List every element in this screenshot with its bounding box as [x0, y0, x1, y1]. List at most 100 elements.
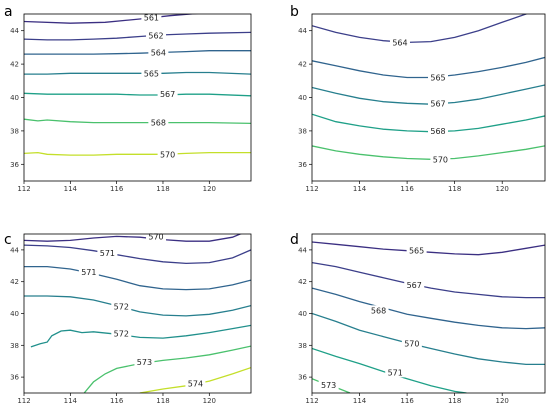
y-tick-label: 44 [10, 246, 19, 254]
contour-line-573 [83, 345, 251, 393]
contour-lines-a [24, 14, 251, 160]
x-tick-label: 112 [17, 397, 30, 405]
contour-label-570: 570 [404, 340, 419, 349]
x-tick-label: 118 [448, 185, 461, 193]
contour-label-564: 564 [392, 38, 407, 47]
contour-label-567: 567 [160, 90, 175, 99]
panel-letter-b: b [290, 4, 299, 20]
y-tick-label: 42 [10, 61, 19, 69]
contour-label-bg [318, 380, 339, 391]
contour-label-567: 567 [407, 281, 422, 290]
x-tick-label: 114 [64, 397, 78, 405]
contour-label-bg [134, 356, 155, 367]
contour-label-570: 570 [160, 150, 175, 159]
contour-label-572: 572 [114, 302, 129, 311]
contour-line-565 [24, 71, 251, 75]
x-tick-label: 112 [305, 185, 318, 193]
y-tick-label: 40 [10, 310, 19, 318]
y-tick-label: 40 [298, 94, 307, 102]
contour-label-568: 568 [371, 306, 386, 315]
contour-label-bg [141, 68, 162, 79]
contour-lines-d [312, 241, 545, 393]
y-tick-label: 36 [10, 161, 19, 169]
contour-label-565: 565 [430, 73, 445, 82]
x-tick-label: 116 [110, 397, 124, 405]
contour-line-572 [30, 324, 251, 348]
contour-line-570 [312, 312, 545, 366]
y-tick-label: 38 [10, 342, 19, 350]
contour-label-565: 565 [144, 69, 159, 78]
x-tick-label: 112 [305, 397, 318, 405]
contour-lines-c [24, 234, 251, 393]
contour-line-571 [24, 244, 251, 265]
contour-label-bg [385, 367, 406, 378]
contour-label-bg [146, 30, 167, 41]
contour-label-bg [406, 245, 427, 256]
x-tick-label: 120 [203, 397, 216, 405]
plot-frame [311, 233, 546, 394]
contour-line-564 [312, 14, 528, 44]
x-tick-label: 120 [203, 185, 216, 193]
contour-label-561: 561 [144, 13, 159, 22]
contour-line-571 [24, 265, 251, 291]
plot-frame [311, 13, 546, 182]
y-tick-label: 42 [10, 278, 19, 286]
x-tick-label: 116 [110, 185, 124, 193]
contour-label-570: 570 [433, 155, 448, 164]
x-tick-label: 118 [448, 397, 461, 405]
contour-label-571: 571 [388, 368, 403, 377]
contour-label-573: 573 [137, 358, 152, 367]
panel-letter-c: c [4, 232, 12, 248]
contour-label-bg [430, 154, 451, 165]
y-tick-label: 36 [10, 374, 19, 382]
x-tick-label: 114 [64, 185, 78, 193]
contour-panel-a: 561 562 564 565 567 568 570 112 114 116 118 120 36 38… [10, 13, 252, 193]
contour-label-562: 562 [148, 32, 163, 41]
y-tick-label: 44 [298, 246, 307, 254]
contour-panel-c: 570 571 571 572 572 573 574 112 114 116 118 120 36 38… [10, 232, 252, 405]
contour-label-bg [428, 72, 449, 83]
contour-label-bg [428, 98, 449, 109]
contour-label-bg [157, 89, 178, 100]
contour-label-bg [141, 14, 162, 23]
x-tick-label: 120 [496, 397, 509, 405]
contour-label-bg [97, 248, 118, 259]
panel-letter-d: d [290, 232, 299, 248]
contour-label-bg [404, 279, 425, 290]
y-tick-label: 36 [298, 161, 307, 169]
contour-label-568: 568 [430, 127, 445, 136]
y-tick-label: 38 [10, 127, 19, 135]
y-tick-label: 44 [10, 27, 19, 35]
x-tick-label: 114 [353, 397, 367, 405]
contour-label-571: 571 [81, 268, 96, 277]
y-tick-label: 38 [298, 342, 307, 350]
y-tick-label: 36 [298, 374, 307, 382]
contour-label-bg [111, 301, 132, 312]
contour-label-565: 565 [409, 247, 424, 256]
contour-lines-b [312, 14, 545, 165]
contour-line-564 [24, 50, 251, 55]
contour-line-570 [312, 145, 545, 160]
contour-line-570 [24, 151, 251, 156]
contour-line-572 [24, 295, 251, 317]
y-tick-label: 42 [298, 61, 307, 69]
contour-label-bg [401, 338, 422, 349]
x-tick-label: 116 [400, 397, 414, 405]
contour-label-571: 571 [100, 249, 115, 258]
contour-line-562 [24, 31, 251, 41]
contour-label-574: 574 [188, 379, 203, 388]
contour-label-bg [78, 267, 99, 278]
x-tick-label: 118 [156, 397, 169, 405]
contour-label-573: 573 [321, 381, 336, 390]
contour-label-bg [111, 328, 132, 339]
contour-label-bg [368, 305, 389, 316]
contour-label-bg [157, 149, 178, 160]
y-tick-label: 44 [298, 27, 307, 35]
x-tick-label: 112 [17, 185, 30, 193]
contour-label-bg [148, 47, 169, 58]
contour-label-568: 568 [151, 119, 166, 128]
y-tick-label: 42 [298, 278, 307, 286]
plot-frame [23, 13, 252, 182]
